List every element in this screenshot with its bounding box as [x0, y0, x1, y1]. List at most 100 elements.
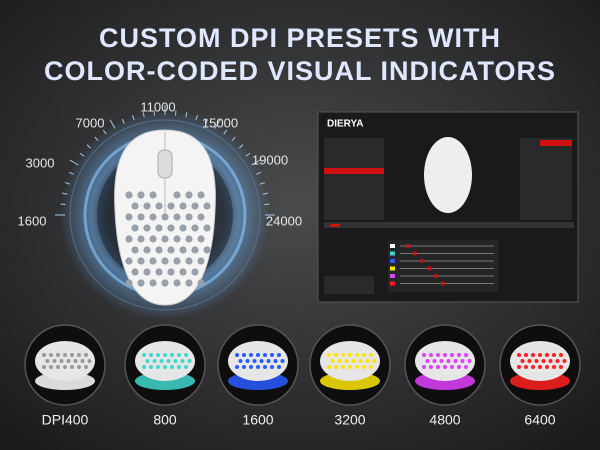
preset-hole: [52, 359, 57, 363]
mouse-hole: [191, 224, 199, 232]
mouse-hole: [149, 279, 157, 287]
mouse-hole: [125, 191, 133, 199]
mouse-hole: [197, 191, 205, 199]
mouse-hole: [179, 202, 187, 210]
preset-hole: [453, 359, 458, 363]
preset-hole: [517, 365, 521, 369]
slider-swatch: [390, 259, 395, 263]
preset-hole: [429, 353, 433, 357]
dial-tick: [238, 144, 244, 149]
mouse-hole: [137, 257, 145, 265]
dial-tick: [256, 171, 262, 175]
mouse-hole: [155, 224, 163, 232]
preset-hole: [235, 353, 239, 357]
preset-hole: [527, 359, 532, 363]
preset-mouse: [415, 341, 475, 381]
slider-swatch: [390, 244, 395, 248]
mouse-hole: [125, 235, 133, 243]
preset-hole: [249, 353, 253, 357]
dial-tick: [205, 118, 209, 124]
preset-hole: [450, 353, 454, 357]
mouse-hole: [179, 224, 187, 232]
preset-hole: [355, 353, 359, 357]
mouse-hole: [203, 224, 211, 232]
preset-hole: [159, 359, 164, 363]
dial-tick: [142, 112, 145, 118]
preset-hole: [351, 359, 356, 363]
preset-hole: [545, 353, 549, 357]
mouse-hole: [137, 279, 145, 287]
preset-hole: [84, 353, 88, 357]
mouse-hole: [143, 202, 151, 210]
dpi-preset: 4800: [404, 324, 486, 428]
preset-hole: [443, 353, 447, 357]
preset-hole: [432, 359, 437, 363]
mouse-hole: [167, 268, 175, 276]
mouse-hole: [149, 213, 157, 221]
preset-hole: [177, 365, 181, 369]
preset-hole: [541, 359, 546, 363]
dial-tick: [259, 182, 266, 185]
preset-hole: [337, 359, 342, 363]
dial-label: 3000: [26, 155, 55, 170]
mouse-hole: [203, 202, 211, 210]
preset-hole: [348, 353, 352, 357]
mouse-hole: [155, 268, 163, 276]
mouse-hole: [131, 224, 139, 232]
dial-label: 19000: [252, 152, 288, 167]
preset-hole: [70, 353, 74, 357]
preset-mouse: [35, 341, 95, 381]
preset-hole: [73, 359, 78, 363]
preset-hole: [156, 353, 160, 357]
preset-hole: [249, 365, 253, 369]
dial-tick: [245, 152, 251, 157]
dial-tick: [264, 203, 270, 206]
preset-hole: [266, 359, 271, 363]
mouse-hole: [143, 246, 151, 254]
mouse-hole: [173, 257, 181, 265]
dial-tick: [262, 192, 268, 195]
preset-hole: [42, 353, 46, 357]
dial-tick: [109, 119, 116, 129]
preset-hole: [422, 365, 426, 369]
dial-tick: [79, 152, 85, 157]
preset-hole: [362, 365, 366, 369]
slider-knob: [434, 274, 438, 278]
mouse-hole: [191, 246, 199, 254]
preset-hole: [334, 353, 338, 357]
dial-tick: [132, 114, 135, 121]
dial-label: 24000: [266, 213, 302, 228]
preset-hole: [457, 353, 461, 357]
preset-hole: [187, 359, 192, 363]
mouse-hole: [125, 213, 133, 221]
slider-knob: [413, 251, 417, 256]
dial-tick: [102, 129, 107, 135]
mouse-hole: [161, 213, 169, 221]
mouse-hole: [149, 257, 157, 265]
mouse-hole: [161, 235, 169, 243]
mouse-hole: [179, 268, 187, 276]
preset-hole: [84, 365, 88, 369]
preset-hole: [142, 365, 146, 369]
mouse-hole: [185, 191, 193, 199]
dial-tick: [62, 192, 68, 195]
preset-hole: [467, 359, 472, 363]
mouse-hole: [197, 257, 205, 265]
dial-tick: [60, 203, 66, 206]
preset-label: 4800: [429, 412, 460, 428]
preset-hole: [66, 359, 71, 363]
preset-hole: [341, 365, 345, 369]
preset-hole: [443, 365, 447, 369]
preset-hole: [555, 359, 560, 363]
mouse-hole: [167, 246, 175, 254]
preset-hole: [369, 365, 373, 369]
mouse-hole: [191, 268, 199, 276]
preset-hole: [70, 365, 74, 369]
slider-swatch: [390, 266, 395, 271]
preset-hole: [259, 359, 264, 363]
mouse-hole: [149, 235, 157, 243]
preset-hole: [184, 365, 188, 369]
mouse-hole: [155, 202, 163, 210]
mouse-hole: [167, 224, 175, 232]
